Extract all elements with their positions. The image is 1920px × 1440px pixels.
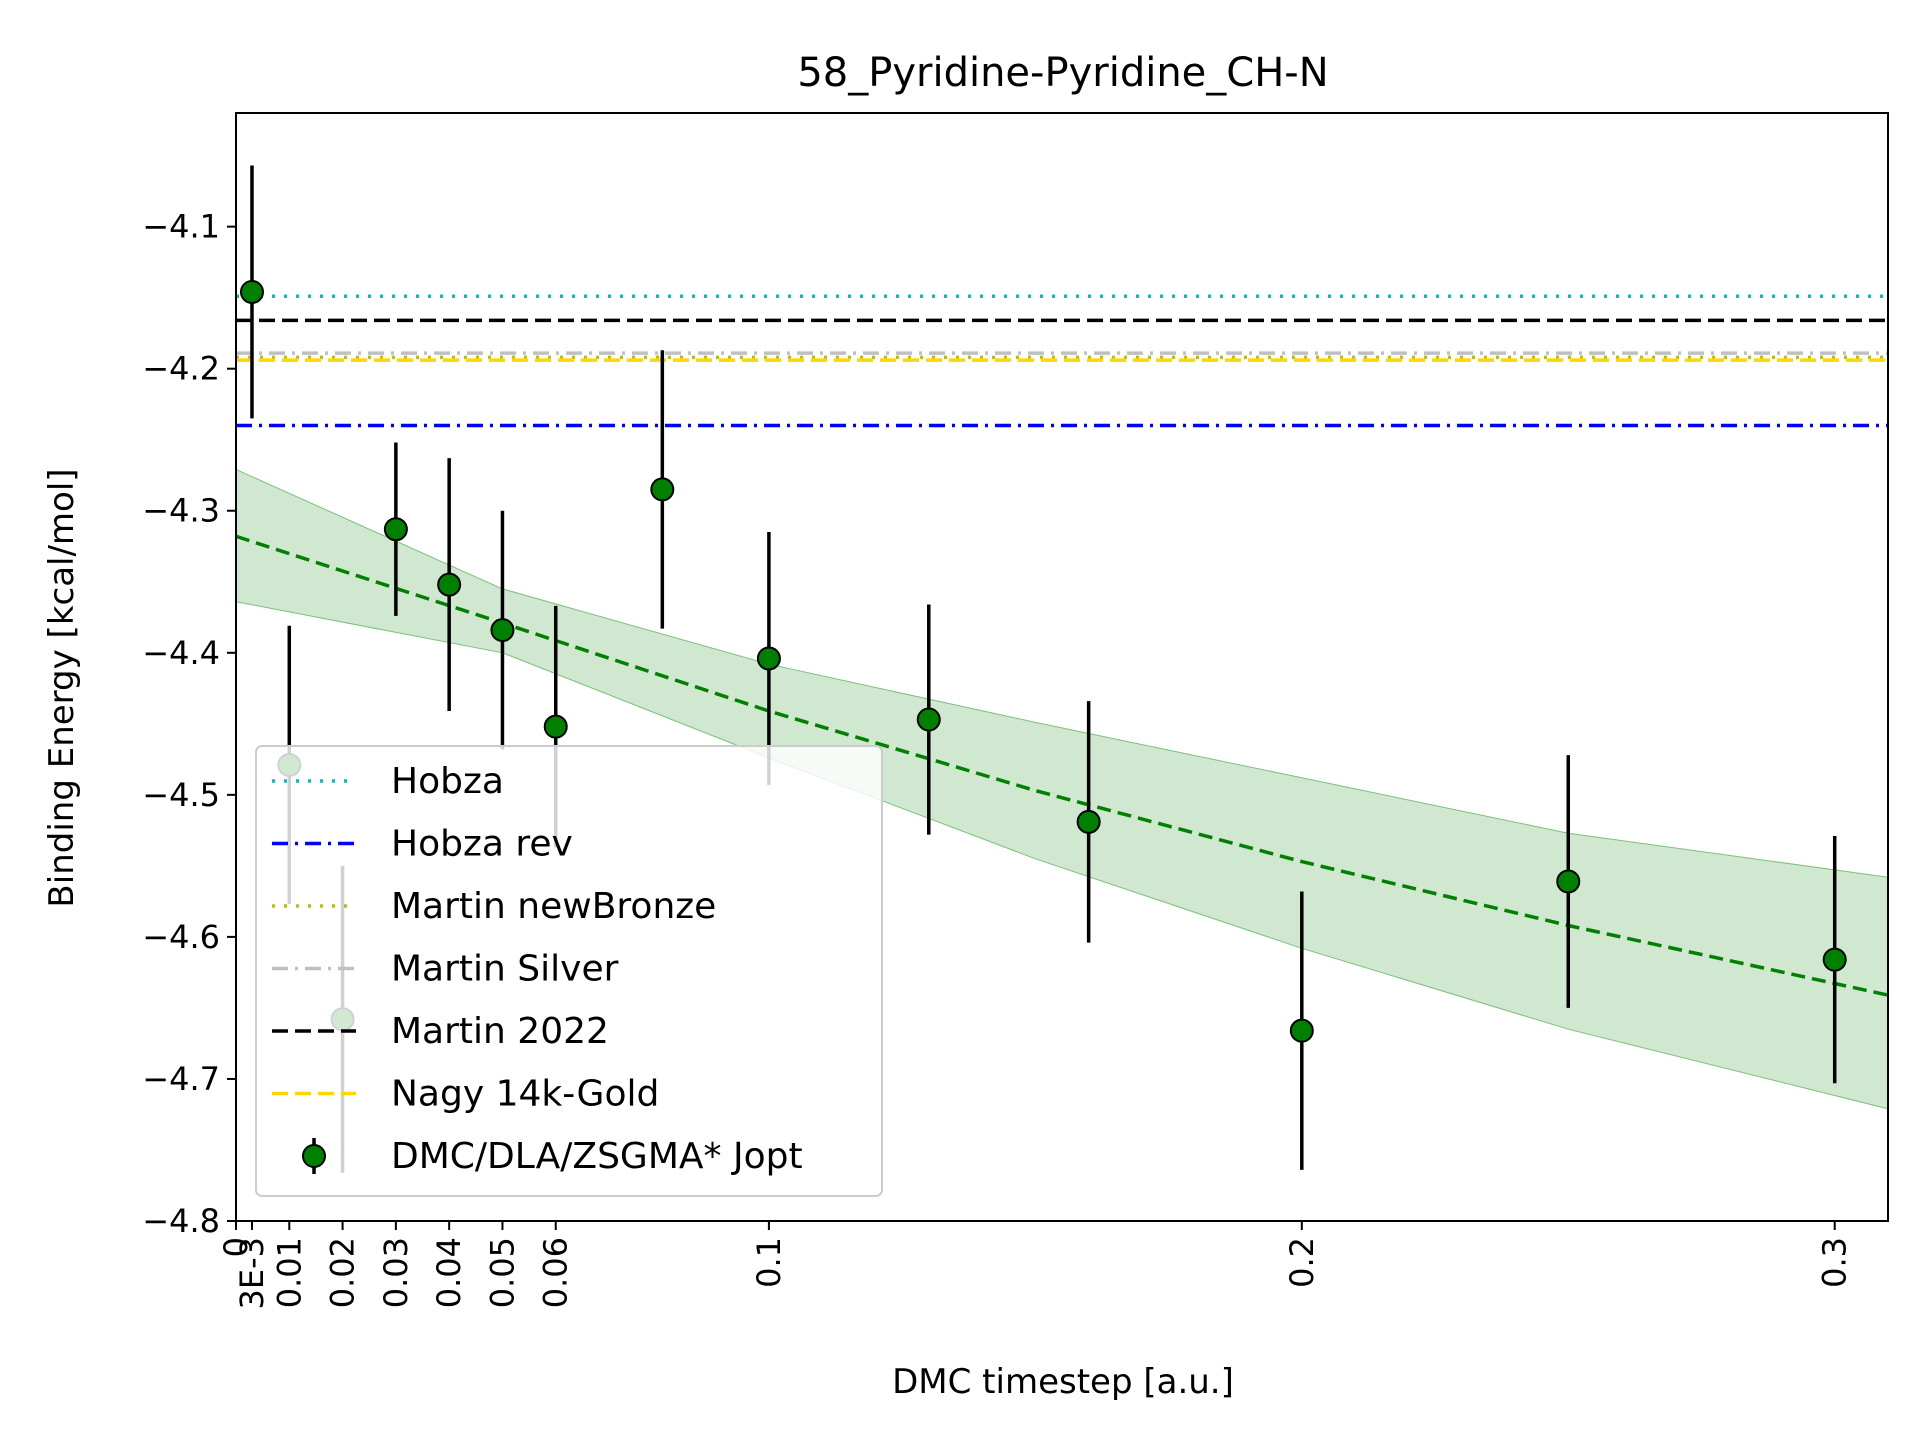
legend-label: Martin Silver <box>391 949 619 990</box>
legend-swatch-marker <box>302 1144 326 1168</box>
data-point <box>490 618 515 643</box>
x-tick-label: 3E-3 <box>233 1237 271 1309</box>
chart-title: 58_Pyridine-Pyridine_CH-N <box>797 50 1328 96</box>
x-tick-label: 0.04 <box>430 1237 468 1308</box>
y-tick-label: −4.2 <box>142 350 220 388</box>
data-point <box>437 572 462 597</box>
reference-lines-layer <box>236 294 1888 428</box>
x-tick-label: 0.01 <box>270 1237 308 1308</box>
legend: Hobza Hobza rev Martin newBronze Martin Sil… <box>255 745 883 1197</box>
x-tick-label: 0.03 <box>377 1237 415 1308</box>
data-point <box>1289 1018 1314 1043</box>
y-axis-ticks: −4.1 −4.2 −4.3 −4.4 −4.5 −4.6 −4.7 −4.8 <box>142 208 236 1240</box>
x-tick-label: 0.05 <box>483 1237 521 1308</box>
data-point <box>543 714 568 739</box>
data-point <box>916 707 941 732</box>
legend-label: DMC/DLA/ZSGMA* Jopt <box>391 1136 803 1177</box>
x-tick-label: 0 <box>217 1237 255 1257</box>
data-point <box>1556 869 1581 894</box>
legend-label: Hobza rev <box>391 824 573 865</box>
y-tick-label: −4.8 <box>142 1202 220 1240</box>
y-tick-label: −4.5 <box>142 776 220 814</box>
y-tick-label: −4.6 <box>142 918 220 956</box>
data-point <box>756 646 781 671</box>
x-axis-ticks: 03E-3 0.01 0.02 0.03 0.04 0.05 0.06 0.1 0.2 0.3 <box>217 1221 1854 1309</box>
legend-box <box>255 745 883 1197</box>
legend-label: Hobza <box>391 761 504 802</box>
y-tick-label: −4.3 <box>142 492 220 530</box>
plot-frame <box>235 112 1889 1222</box>
confidence-band <box>236 468 1888 1110</box>
x-tick-label: 0.06 <box>537 1237 575 1308</box>
legend-label: Nagy 14k-Gold <box>391 1074 659 1115</box>
y-axis-label: Binding Energy [kcal/mol] <box>42 468 82 907</box>
x-tick-label: 0.3 <box>1816 1237 1854 1288</box>
legend-label: Martin 2022 <box>391 1011 609 1052</box>
legend-label: Martin newBronze <box>391 886 716 927</box>
y-tick-label: −4.7 <box>142 1060 220 1098</box>
data-point <box>1076 809 1101 834</box>
y-tick-label: −4.1 <box>142 208 220 246</box>
data-point <box>650 477 675 502</box>
x-axis-label: DMC timestep [a.u.] <box>892 1362 1234 1402</box>
confidence-band-layer <box>236 468 1888 1110</box>
data-point <box>239 279 264 304</box>
y-tick-label: −4.4 <box>142 634 220 672</box>
x-tick-label: 0.02 <box>324 1237 362 1308</box>
data-point <box>383 517 408 542</box>
x-tick-label: 0.1 <box>750 1237 788 1288</box>
x-tick-label: 0.2 <box>1283 1237 1321 1288</box>
data-point <box>1822 947 1847 972</box>
